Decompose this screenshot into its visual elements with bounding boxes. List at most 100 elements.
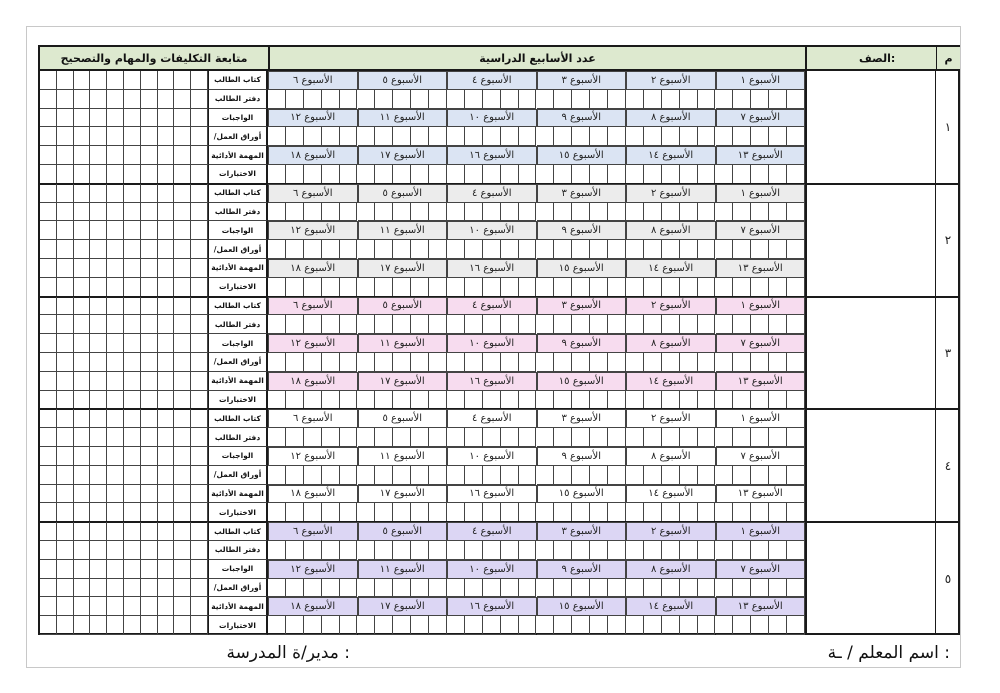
grid-cell[interactable] xyxy=(140,165,158,184)
grid-cell[interactable] xyxy=(73,71,91,90)
check-cell[interactable] xyxy=(608,165,626,184)
check-cell[interactable] xyxy=(536,353,555,372)
check-cell[interactable] xyxy=(429,616,447,635)
grid-cell[interactable] xyxy=(124,259,141,278)
check-cell[interactable] xyxy=(715,465,734,485)
grid-cell[interactable] xyxy=(174,447,192,466)
check-cell[interactable] xyxy=(339,89,358,109)
grid-cell[interactable] xyxy=(73,371,91,391)
grid-cell[interactable] xyxy=(191,616,208,635)
check-cell[interactable] xyxy=(751,202,770,222)
check-cell[interactable] xyxy=(554,390,573,410)
grid-cell[interactable] xyxy=(40,559,57,579)
check-cell[interactable] xyxy=(679,277,698,297)
check-cell[interactable] xyxy=(500,503,519,523)
grid-cell[interactable] xyxy=(174,127,192,147)
check-cell[interactable] xyxy=(697,240,716,259)
grid-cell[interactable] xyxy=(157,597,175,617)
grid-cell[interactable] xyxy=(140,89,158,109)
grid-cell[interactable] xyxy=(140,428,158,447)
grid-cell[interactable] xyxy=(107,202,124,222)
check-cell[interactable] xyxy=(626,465,644,485)
check-cell[interactable] xyxy=(518,616,537,635)
check-cell[interactable] xyxy=(626,202,644,222)
check-cell[interactable] xyxy=(357,390,376,410)
check-cell[interactable] xyxy=(464,390,483,410)
check-cell[interactable] xyxy=(500,428,519,447)
grid-cell[interactable] xyxy=(56,334,74,353)
grid-cell[interactable] xyxy=(174,71,192,90)
grid-cell[interactable] xyxy=(73,428,91,447)
check-cell[interactable] xyxy=(321,89,340,109)
grid-cell[interactable] xyxy=(56,484,74,504)
grid-cell[interactable] xyxy=(90,503,108,523)
check-cell[interactable] xyxy=(572,127,591,147)
check-cell[interactable] xyxy=(482,277,501,297)
check-cell[interactable] xyxy=(393,240,412,259)
check-cell[interactable] xyxy=(285,353,304,372)
grid-cell[interactable] xyxy=(157,428,175,447)
check-cell[interactable] xyxy=(590,165,609,184)
check-cell[interactable] xyxy=(626,616,644,635)
grid-cell[interactable] xyxy=(174,221,192,241)
grid-cell[interactable] xyxy=(157,522,175,541)
check-cell[interactable] xyxy=(590,503,609,523)
grid-cell[interactable] xyxy=(56,127,74,147)
grid-cell[interactable] xyxy=(73,221,91,241)
grid-cell[interactable] xyxy=(90,428,108,447)
check-cell[interactable] xyxy=(679,578,698,598)
check-cell[interactable] xyxy=(518,165,537,184)
check-cell[interactable] xyxy=(733,503,752,523)
check-cell[interactable] xyxy=(339,390,358,410)
grid-cell[interactable] xyxy=(40,428,57,447)
grid-cell[interactable] xyxy=(73,559,91,579)
check-cell[interactable] xyxy=(393,202,412,222)
grid-cell[interactable] xyxy=(90,409,108,429)
grid-cell[interactable] xyxy=(191,559,208,579)
check-cell[interactable] xyxy=(733,89,752,109)
check-cell[interactable] xyxy=(697,503,716,523)
check-cell[interactable] xyxy=(429,353,447,372)
check-cell[interactable] xyxy=(769,202,788,222)
check-cell[interactable] xyxy=(393,127,412,147)
check-cell[interactable] xyxy=(572,390,591,410)
check-cell[interactable] xyxy=(375,616,394,635)
check-cell[interactable] xyxy=(482,503,501,523)
check-cell[interactable] xyxy=(482,315,501,335)
check-cell[interactable] xyxy=(733,202,752,222)
grid-cell[interactable] xyxy=(140,559,158,579)
check-cell[interactable] xyxy=(661,503,680,523)
grid-cell[interactable] xyxy=(90,616,108,635)
grid-cell[interactable] xyxy=(107,371,124,391)
check-cell[interactable] xyxy=(572,202,591,222)
check-cell[interactable] xyxy=(357,315,376,335)
grid-cell[interactable] xyxy=(107,315,124,335)
check-cell[interactable] xyxy=(321,428,340,447)
grid-cell[interactable] xyxy=(73,353,91,372)
grid-cell[interactable] xyxy=(157,390,175,410)
grid-cell[interactable] xyxy=(124,240,141,259)
check-cell[interactable] xyxy=(321,465,340,485)
check-cell[interactable] xyxy=(751,353,770,372)
grid-cell[interactable] xyxy=(40,409,57,429)
check-cell[interactable] xyxy=(661,541,680,560)
grid-cell[interactable] xyxy=(56,221,74,241)
check-cell[interactable] xyxy=(285,202,304,222)
check-cell[interactable] xyxy=(590,89,609,109)
check-cell[interactable] xyxy=(697,165,716,184)
check-cell[interactable] xyxy=(500,616,519,635)
grid-cell[interactable] xyxy=(73,202,91,222)
grid-cell[interactable] xyxy=(174,465,192,485)
check-cell[interactable] xyxy=(536,541,555,560)
grid-cell[interactable] xyxy=(73,578,91,598)
check-cell[interactable] xyxy=(733,127,752,147)
grid-cell[interactable] xyxy=(157,202,175,222)
grid-cell[interactable] xyxy=(174,165,192,184)
check-cell[interactable] xyxy=(643,578,662,598)
check-cell[interactable] xyxy=(679,89,698,109)
grid-cell[interactable] xyxy=(174,484,192,504)
check-cell[interactable] xyxy=(661,465,680,485)
check-cell[interactable] xyxy=(375,503,394,523)
grid-cell[interactable] xyxy=(157,71,175,90)
grid-cell[interactable] xyxy=(40,578,57,598)
